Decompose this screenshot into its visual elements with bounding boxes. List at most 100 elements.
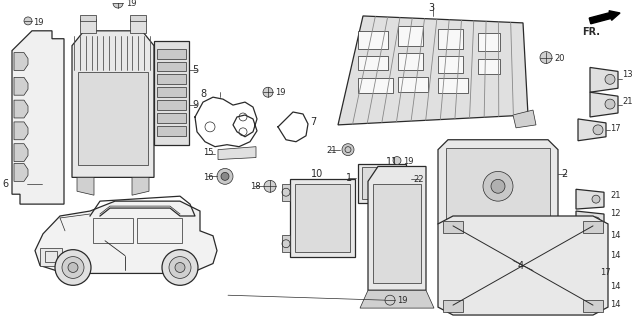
Polygon shape: [576, 211, 604, 231]
Polygon shape: [14, 163, 28, 181]
Text: 15: 15: [203, 148, 214, 157]
Polygon shape: [132, 177, 149, 195]
Bar: [157, 61, 186, 72]
Text: 14: 14: [610, 251, 621, 260]
Polygon shape: [576, 234, 604, 254]
Text: 19: 19: [33, 18, 44, 27]
Circle shape: [68, 263, 78, 273]
Polygon shape: [590, 67, 618, 92]
Text: 22: 22: [413, 176, 424, 184]
Text: 19: 19: [397, 296, 408, 305]
Bar: [438, 56, 463, 73]
Text: 7: 7: [310, 117, 316, 127]
Bar: [478, 59, 500, 74]
Bar: [45, 251, 57, 261]
Polygon shape: [14, 77, 28, 95]
Bar: [157, 87, 186, 97]
Circle shape: [162, 250, 198, 285]
Bar: [398, 52, 423, 70]
Bar: [443, 221, 463, 233]
Circle shape: [385, 295, 395, 305]
Text: 14: 14: [610, 282, 621, 291]
Text: 20: 20: [554, 54, 564, 63]
Polygon shape: [14, 122, 28, 140]
Circle shape: [491, 179, 505, 193]
Circle shape: [399, 173, 411, 185]
Bar: [446, 148, 550, 226]
Text: 21: 21: [610, 191, 621, 200]
Circle shape: [342, 144, 354, 156]
Circle shape: [393, 156, 401, 164]
Text: 19: 19: [275, 88, 285, 97]
Text: 17: 17: [610, 124, 621, 133]
Polygon shape: [576, 283, 604, 303]
Text: 21: 21: [622, 97, 632, 106]
Polygon shape: [14, 52, 28, 70]
Polygon shape: [438, 216, 608, 315]
Circle shape: [605, 99, 615, 109]
Bar: [358, 31, 388, 49]
Text: 14: 14: [610, 300, 621, 309]
Text: 19: 19: [403, 156, 413, 166]
Bar: [398, 77, 428, 92]
Text: 1: 1: [346, 173, 352, 183]
Polygon shape: [12, 31, 64, 204]
Polygon shape: [368, 167, 426, 290]
Bar: [93, 218, 133, 243]
Circle shape: [592, 240, 600, 248]
Polygon shape: [218, 147, 256, 160]
Bar: [373, 184, 421, 283]
Text: 4: 4: [518, 260, 524, 271]
Bar: [438, 29, 463, 49]
Circle shape: [55, 250, 91, 285]
Polygon shape: [438, 140, 558, 234]
Circle shape: [592, 217, 600, 225]
Bar: [295, 184, 350, 252]
Text: 18: 18: [250, 182, 260, 191]
Text: FR.: FR.: [582, 27, 600, 37]
Bar: [443, 300, 463, 312]
Polygon shape: [282, 235, 290, 252]
Polygon shape: [77, 177, 94, 195]
Bar: [130, 19, 146, 33]
Bar: [137, 218, 182, 243]
Bar: [157, 74, 186, 84]
Text: 14: 14: [610, 231, 621, 240]
Polygon shape: [35, 201, 217, 273]
Polygon shape: [14, 100, 28, 118]
Bar: [130, 15, 146, 21]
Bar: [80, 15, 96, 21]
Text: 3: 3: [428, 3, 434, 13]
Text: 13: 13: [622, 70, 632, 80]
Circle shape: [483, 171, 513, 201]
Bar: [290, 179, 355, 257]
Bar: [583, 221, 603, 233]
Circle shape: [605, 74, 615, 84]
Bar: [157, 126, 186, 136]
Text: 5: 5: [192, 66, 198, 75]
Circle shape: [169, 257, 191, 278]
Circle shape: [62, 257, 84, 278]
Circle shape: [221, 172, 229, 180]
Circle shape: [113, 0, 123, 8]
Bar: [478, 33, 500, 51]
Circle shape: [540, 52, 552, 64]
Text: 6: 6: [2, 179, 8, 189]
Circle shape: [264, 180, 276, 192]
Polygon shape: [360, 290, 434, 308]
Text: 2: 2: [561, 169, 567, 179]
Bar: [157, 100, 186, 110]
Polygon shape: [338, 16, 528, 125]
Polygon shape: [14, 144, 28, 162]
Bar: [398, 26, 423, 46]
Text: 11: 11: [386, 156, 398, 167]
Bar: [362, 168, 402, 199]
Bar: [438, 78, 468, 93]
Text: 17: 17: [600, 268, 611, 278]
Circle shape: [217, 169, 233, 184]
Circle shape: [592, 195, 600, 203]
Polygon shape: [513, 110, 536, 128]
Polygon shape: [578, 119, 606, 141]
FancyArrow shape: [589, 11, 620, 24]
Polygon shape: [576, 189, 604, 209]
